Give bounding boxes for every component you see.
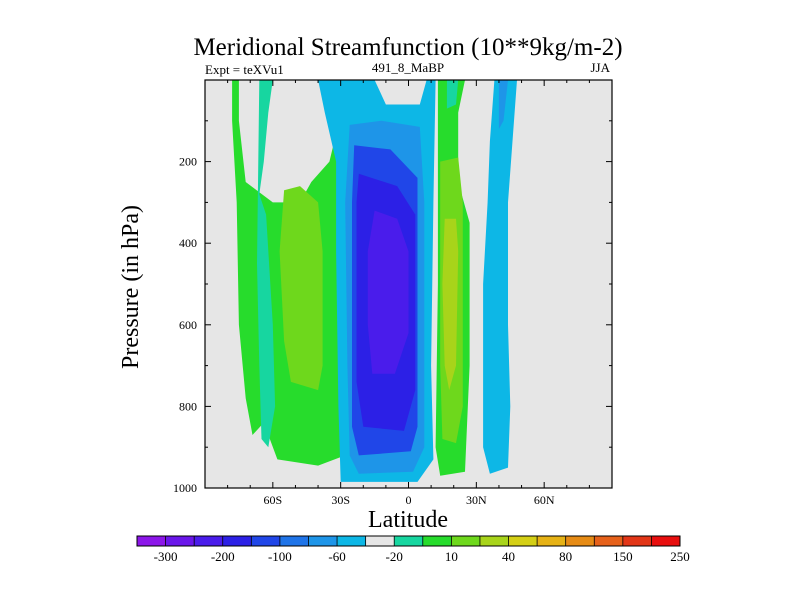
colorbar-swatch xyxy=(622,536,652,546)
contour-regions xyxy=(232,80,517,482)
colorbar-label: -60 xyxy=(328,549,345,564)
y-tick-label: 1000 xyxy=(173,481,197,495)
x-axis-label: Latitude xyxy=(368,507,448,533)
x-tick-label: 60N xyxy=(534,493,555,507)
y-tick-label: 600 xyxy=(179,318,197,332)
colorbar-label: 250 xyxy=(670,549,690,564)
colorbar-swatch xyxy=(479,536,509,546)
y-tick-label: 800 xyxy=(179,399,197,413)
colorbar-swatch xyxy=(508,536,538,546)
colorbar-swatch xyxy=(651,536,681,546)
experiment-label: Expt = teXVu1 xyxy=(205,62,284,77)
y-axis: 200 400 600 800 1000 xyxy=(173,120,612,495)
colorbar-swatch xyxy=(279,536,309,546)
x-tick-label: 30S xyxy=(331,493,350,507)
chart-title: Meridional Streamfunction (10**9kg/m-2) xyxy=(193,34,622,61)
contour-region-southern-outer-cell-10 xyxy=(257,80,276,448)
y-axis-label: Pressure (in hPa) xyxy=(118,205,144,369)
colorbar-swatch xyxy=(537,536,566,546)
contour-region-northern-subpolar-minus-20 xyxy=(483,80,517,474)
colorbar-swatch xyxy=(565,536,595,546)
contour-region-hadley-minus-300 xyxy=(367,210,409,374)
colorbar-label: -20 xyxy=(386,549,403,564)
period-label: 491_8_MaBP xyxy=(372,60,444,75)
contour-region-northern-cell-150 xyxy=(442,218,459,391)
contour-region-northern-cell-10 xyxy=(446,80,459,109)
colorbar-label: 150 xyxy=(613,549,633,564)
colorbar-swatch xyxy=(137,536,166,546)
colorbar-swatch xyxy=(594,536,624,546)
colorbar-swatch xyxy=(337,536,366,546)
colorbar-swatch xyxy=(308,536,338,546)
colorbar-label: 80 xyxy=(559,549,572,564)
colorbar-label: -100 xyxy=(268,549,292,564)
colorbar-swatch xyxy=(222,536,252,546)
contour-region-southern-outer-cell-80 xyxy=(279,186,323,391)
season-label: JJA xyxy=(590,60,610,75)
colorbar-swatch xyxy=(451,536,481,546)
colorbar-swatch xyxy=(194,536,224,546)
colorbar-swatch xyxy=(165,536,195,546)
colorbar-label: 10 xyxy=(445,549,458,564)
colorbar: -300 -200 -100 -60 -20 10 40 80 150 250 xyxy=(136,535,690,564)
x-axis: 60S 30S 0 30N 60N xyxy=(227,80,590,507)
y-tick-label: 200 xyxy=(179,155,197,169)
contour-region-northern-subpolar-minus-60 xyxy=(498,80,508,129)
colorbar-swatch xyxy=(422,536,452,546)
colorbar-frame xyxy=(136,535,681,547)
colorbar-label: -300 xyxy=(154,549,178,564)
x-tick-label: 30N xyxy=(466,493,487,507)
colorbar-swatch xyxy=(251,536,281,546)
x-tick-label: 60S xyxy=(263,493,282,507)
y-tick-label: 400 xyxy=(179,236,197,250)
colorbar-label: 40 xyxy=(502,549,515,564)
colorbar-swatch xyxy=(365,536,395,546)
colorbar-swatch xyxy=(394,536,424,546)
x-tick-label: 0 xyxy=(406,493,412,507)
colorbar-label: -200 xyxy=(211,549,235,564)
